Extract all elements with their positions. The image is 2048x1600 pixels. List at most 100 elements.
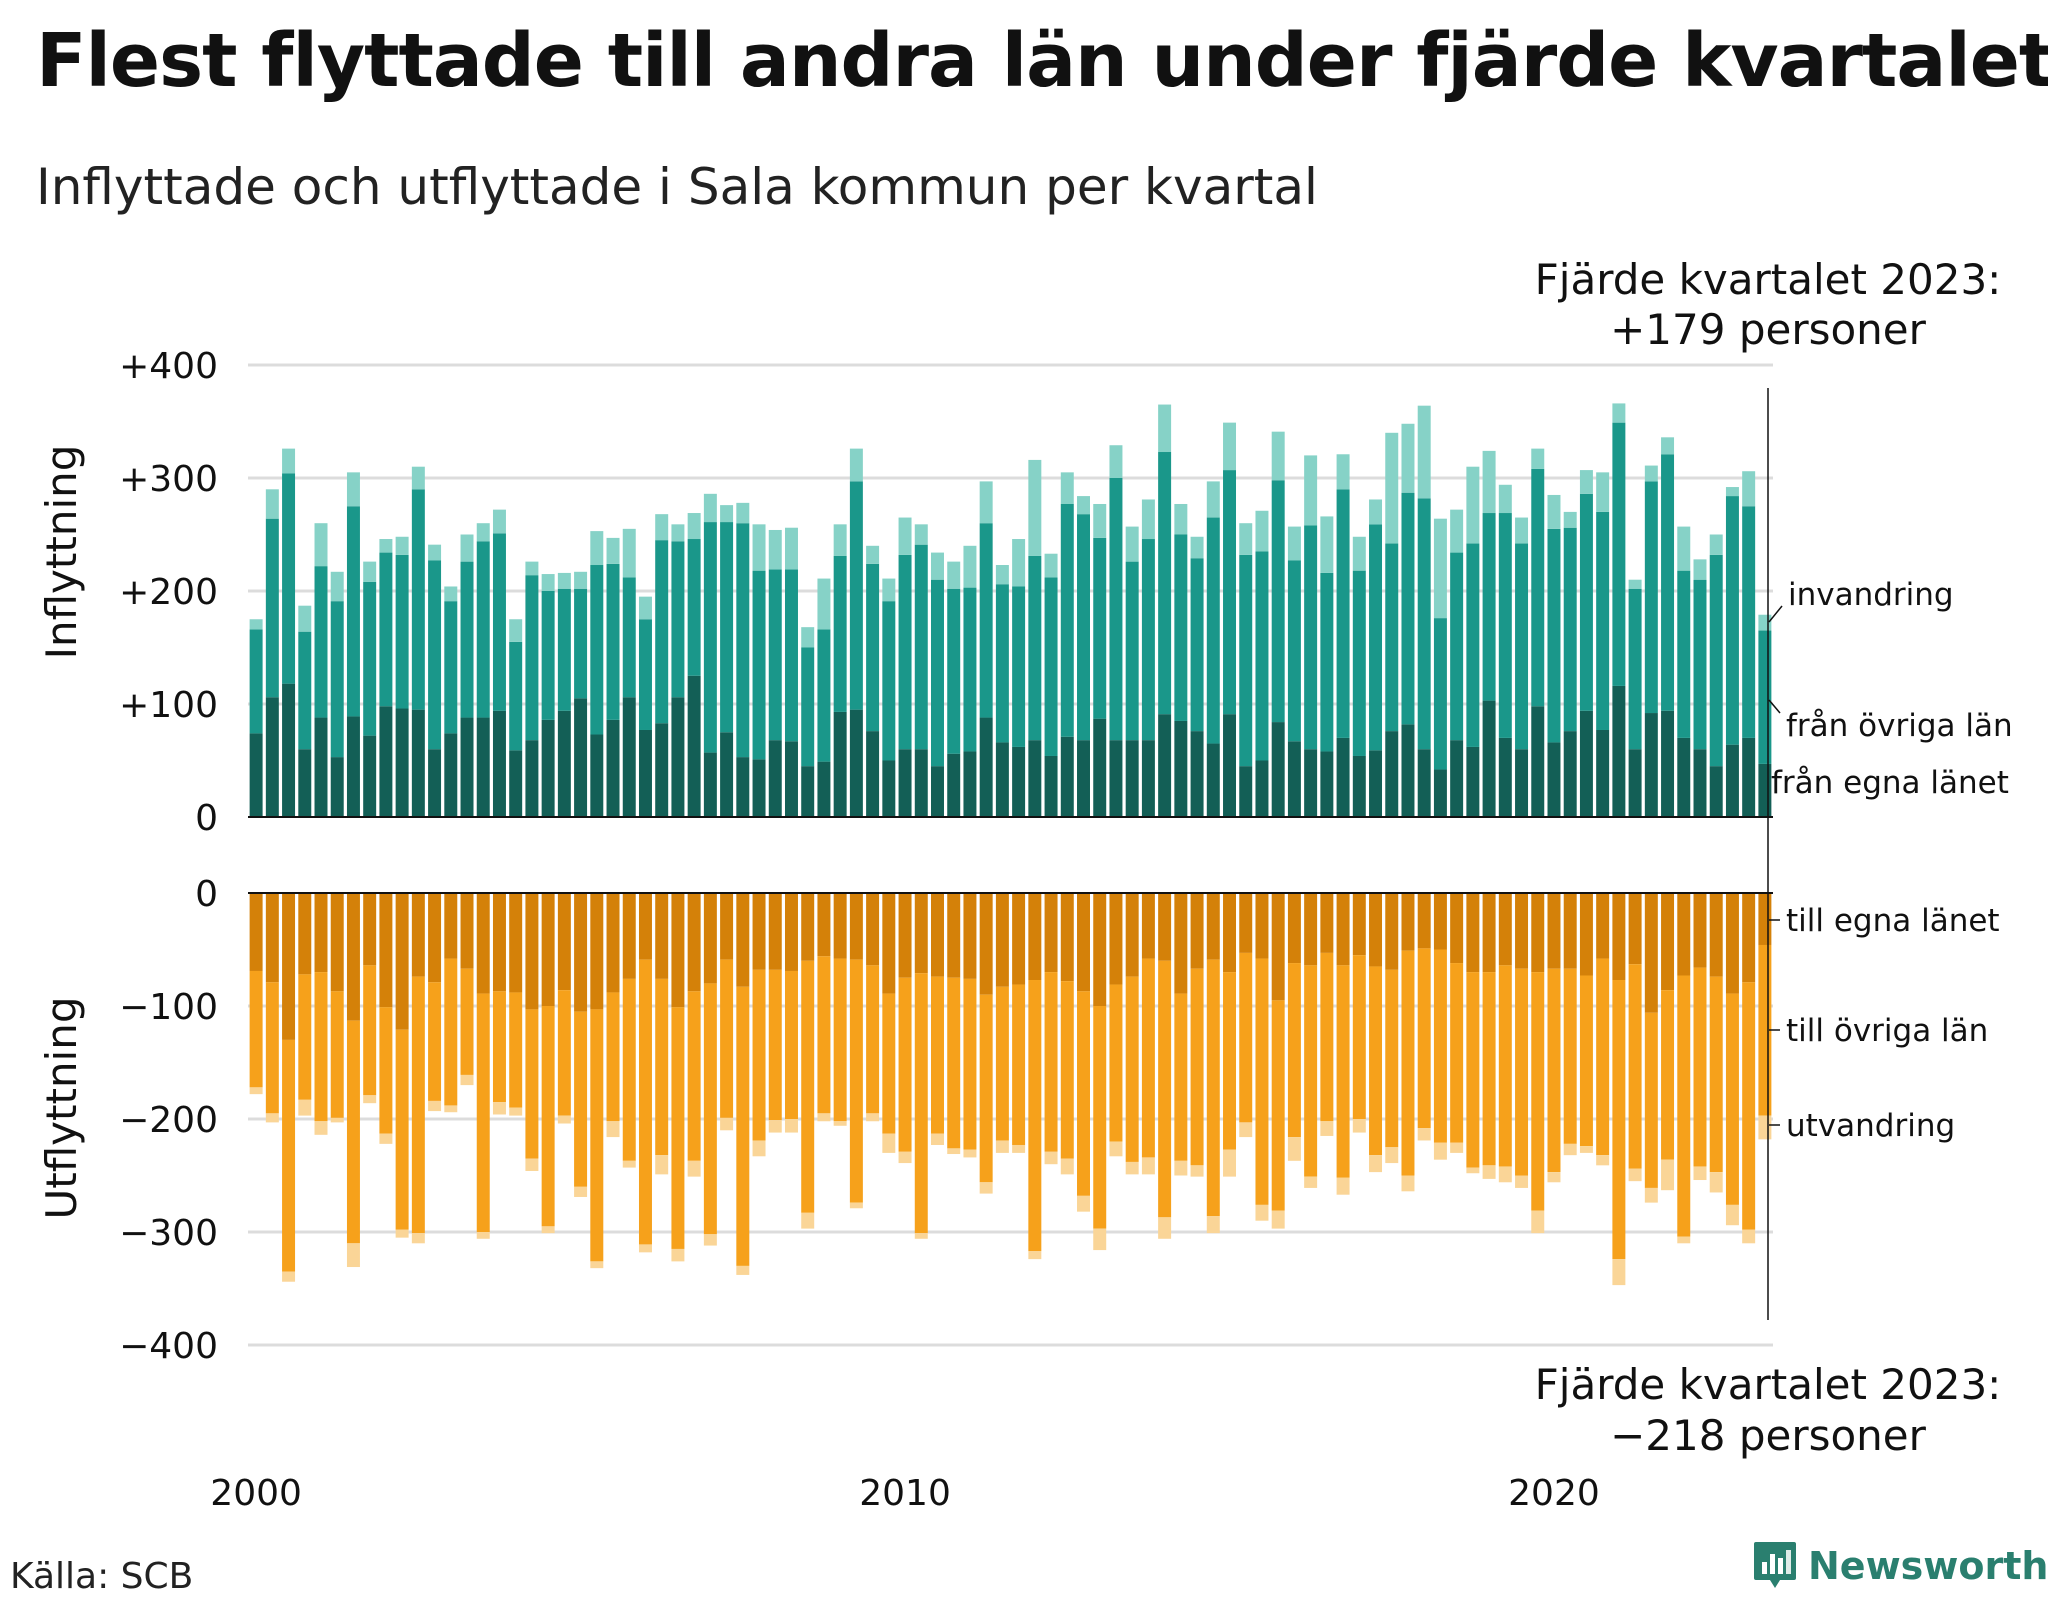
- bar-outflow-segment: [1579, 975, 1593, 1147]
- bar-inflow-segment: [395, 554, 409, 709]
- bar-inflow-segment: [1693, 559, 1707, 580]
- bar-inflow-segment: [801, 766, 815, 817]
- bar-outflow-segment: [525, 893, 539, 1010]
- bar-outflow-segment: [1060, 893, 1074, 982]
- bar-outflow-segment: [1661, 1159, 1675, 1191]
- bar-inflow-segment: [768, 740, 782, 817]
- bar-outflow-segment: [509, 992, 523, 1108]
- bar-outflow-segment: [1433, 949, 1447, 1143]
- bar-outflow-segment: [1563, 893, 1577, 969]
- ytick-label-inflow: +200: [119, 572, 218, 613]
- bar-inflow-segment: [1515, 543, 1529, 750]
- bar-inflow-segment: [1417, 498, 1431, 750]
- bar-inflow-segment: [606, 563, 620, 720]
- bar-inflow-segment: [914, 544, 928, 750]
- bar-outflow-segment: [1093, 1006, 1107, 1229]
- bar-inflow-segment: [1077, 740, 1090, 817]
- bar-outflow-segment: [622, 978, 636, 1161]
- bar-inflow-segment: [1174, 720, 1188, 817]
- bar-outflow-segment: [1336, 965, 1350, 1178]
- bar-inflow-segment: [914, 749, 928, 817]
- bar-inflow-segment: [541, 591, 555, 720]
- bar-outflow-segment: [1271, 1000, 1285, 1211]
- bar-inflow-segment: [1223, 422, 1237, 471]
- bar-inflow-segment: [557, 572, 571, 589]
- bar-outflow-segment: [1012, 893, 1026, 985]
- bar-inflow-segment: [476, 717, 490, 817]
- bar-inflow-segment: [1044, 577, 1058, 756]
- bar-outflow-segment: [1709, 976, 1723, 1173]
- xtick-label: 2020: [1508, 1473, 1600, 1514]
- ytick-label-outflow: −300: [119, 1213, 218, 1254]
- bar-outflow-segment: [736, 986, 750, 1266]
- bar-inflow-segment: [720, 522, 734, 733]
- bar-outflow-segment: [752, 1140, 766, 1157]
- ytick-label-inflow: 0: [195, 798, 218, 839]
- bar-outflow-segment: [1336, 893, 1350, 966]
- bar-outflow-segment: [1223, 1149, 1237, 1177]
- bar-inflow-segment: [849, 481, 863, 710]
- bar-outflow-segment: [655, 978, 669, 1156]
- bar-outflow-segment: [671, 1007, 685, 1249]
- bar-inflow-segment: [1304, 525, 1318, 750]
- bar-outflow-segment: [1174, 1160, 1188, 1176]
- bar-outflow-segment: [492, 1102, 506, 1115]
- bar-inflow-segment: [525, 575, 539, 741]
- bar-inflow-segment: [1158, 714, 1172, 817]
- bar-inflow-segment: [1498, 737, 1512, 817]
- bar-outflow-segment: [1255, 893, 1269, 959]
- bar-inflow-segment: [330, 601, 344, 758]
- bar-outflow-segment: [590, 1009, 604, 1262]
- bar-inflow-segment: [1628, 579, 1642, 589]
- bar-outflow-segment: [1677, 1236, 1691, 1244]
- bar-outflow-segment: [1628, 893, 1642, 965]
- bar-outflow-segment: [1044, 972, 1058, 1152]
- bar-inflow-segment: [1677, 570, 1691, 738]
- bar-outflow-segment: [1385, 893, 1399, 970]
- bar-outflow-segment: [703, 983, 717, 1235]
- bar-outflow-segment: [849, 959, 863, 1203]
- bar-inflow-segment: [1450, 509, 1464, 553]
- bar-outflow-segment: [979, 1182, 993, 1194]
- bar-outflow-segment: [1012, 1144, 1026, 1153]
- bar-outflow-segment: [1628, 1168, 1642, 1182]
- bar-outflow-segment: [768, 893, 782, 970]
- bar-outflow-segment: [1158, 1217, 1172, 1239]
- bar-outflow-segment: [1190, 893, 1204, 969]
- bar-inflow-segment: [1709, 534, 1723, 555]
- bar-outflow-segment: [298, 974, 312, 1100]
- bar-inflow-segment: [1596, 729, 1610, 817]
- brand-logo[interactable]: Newsworthy: [1752, 1540, 2048, 1592]
- ylabel-utflyttning: Utflyttning: [37, 996, 86, 1219]
- bar-inflow-segment: [1644, 481, 1658, 714]
- bar-outflow-segment: [1579, 1146, 1593, 1153]
- bar-inflow-segment: [265, 518, 279, 698]
- bar-inflow-segment: [265, 697, 279, 817]
- bar-inflow-segment: [525, 561, 539, 576]
- bar-outflow-segment: [606, 1121, 620, 1138]
- bar-outflow-segment: [801, 960, 815, 1213]
- bar-outflow-segment: [931, 893, 944, 977]
- bar-outflow-segment: [1044, 893, 1058, 973]
- bar-inflow-segment: [1369, 499, 1383, 525]
- bar-outflow-segment: [1433, 893, 1447, 950]
- bar-inflow-segment: [509, 641, 523, 751]
- bar-outflow-segment: [1158, 960, 1172, 1218]
- bar-outflow-segment: [1758, 893, 1772, 945]
- ytick-label-outflow: −100: [119, 987, 218, 1028]
- bar-inflow-segment: [1758, 614, 1772, 631]
- bar-outflow-segment: [1450, 963, 1464, 1143]
- bar-inflow-segment: [1125, 740, 1139, 817]
- bar-outflow-segment: [1515, 968, 1529, 1176]
- bar-outflow-segment: [1677, 893, 1691, 976]
- bar-inflow-segment: [525, 740, 539, 817]
- bar-inflow-segment: [1466, 746, 1480, 817]
- bar-outflow-segment: [931, 1133, 944, 1145]
- bar-inflow-segment: [1401, 423, 1415, 493]
- bar-outflow-segment: [541, 1226, 555, 1234]
- bar-outflow-segment: [1223, 893, 1237, 973]
- bar-inflow-segment: [1060, 503, 1074, 737]
- bar-outflow-segment: [914, 1233, 928, 1239]
- bar-outflow-segment: [1401, 893, 1415, 951]
